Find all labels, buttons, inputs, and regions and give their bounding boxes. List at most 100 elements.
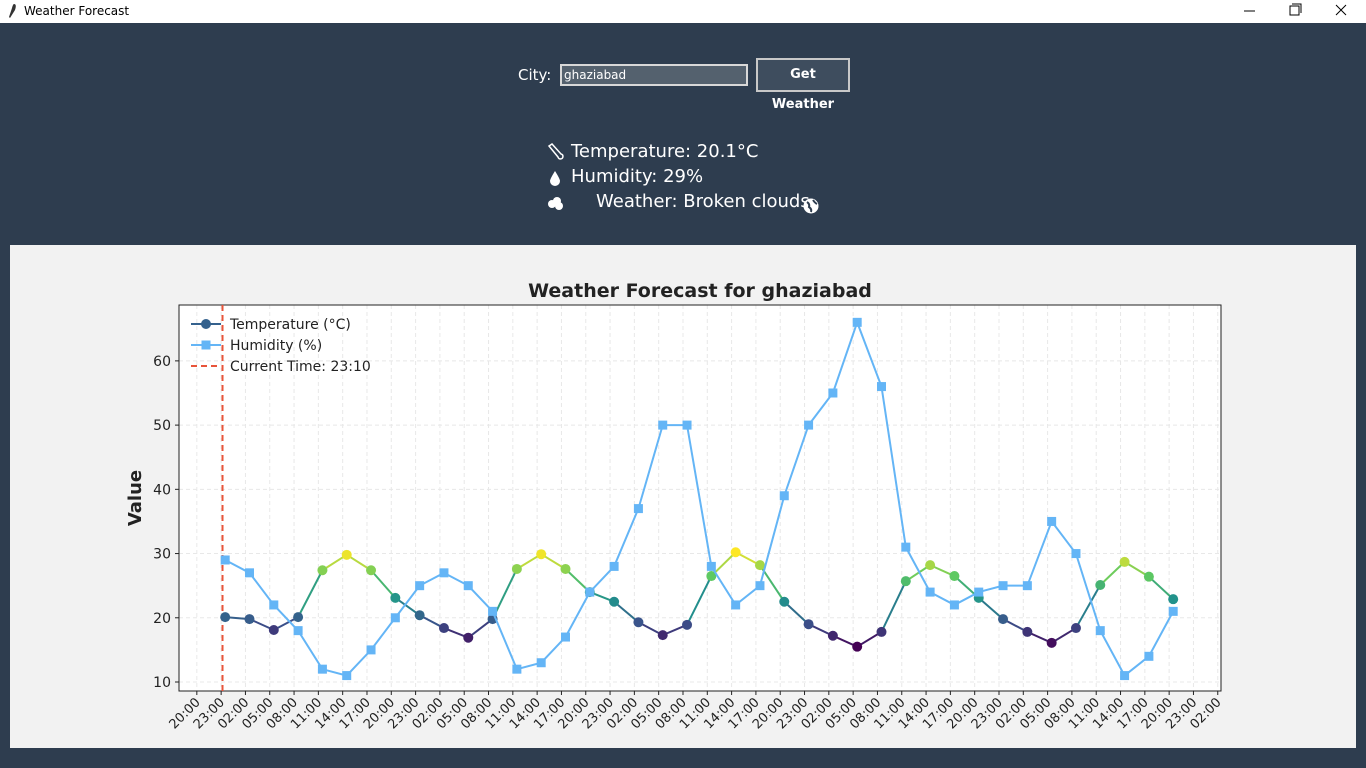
temperature-point: [414, 610, 425, 621]
temperature-point: [317, 565, 328, 576]
humidity-point: [512, 664, 522, 674]
humidity-line: [224, 319, 1175, 678]
humidity-point: [1144, 651, 1154, 661]
temperature-point: [949, 571, 960, 582]
temperature-point: [390, 592, 401, 603]
humidity-point: [220, 555, 230, 565]
line-segment: [1075, 584, 1102, 629]
temperature-point: [1046, 637, 1057, 648]
humidity-point: [536, 658, 546, 668]
humidity-point: [415, 581, 425, 591]
close[interactable]: [1335, 4, 1347, 16]
humidity-point: [706, 561, 716, 571]
line-segment: [297, 569, 324, 618]
line-segment: [1148, 575, 1174, 600]
temperature-point: [876, 626, 887, 637]
line-segment: [467, 618, 494, 639]
temperature-point: [463, 632, 474, 643]
humidity-point: [269, 600, 279, 610]
info-icons: [547, 143, 564, 210]
humidity-point: [585, 587, 595, 597]
window-controls: [1244, 3, 1347, 16]
humidity-point: [390, 613, 400, 623]
temperature-point: [268, 624, 279, 635]
humidity-point: [901, 542, 911, 552]
humidity-point: [366, 645, 376, 655]
chart-title: Weather Forecast for ghaziabad: [528, 280, 872, 302]
humidity-point: [244, 568, 254, 578]
temperature-point: [730, 547, 741, 558]
chart: 20:0023:0002:0005:0008:0011:0014:0017:00…: [10, 245, 1356, 748]
temperature-point: [706, 571, 717, 582]
globe-icon: [803, 198, 819, 214]
temperature-point: [852, 641, 863, 652]
y-tick-label: 40: [153, 482, 171, 498]
legend-marker: [201, 319, 211, 329]
temperature-text: Temperature: 20.1°C: [571, 141, 759, 162]
line-segment: [1099, 561, 1126, 586]
temperature-point: [341, 549, 352, 560]
temperature-point: [803, 619, 814, 630]
temperature-point: [244, 614, 255, 625]
line-segment: [783, 600, 810, 625]
humidity-point: [755, 581, 765, 591]
legend-label: Humidity (%): [230, 338, 322, 354]
humidity-point: [852, 317, 862, 327]
temperature-point: [366, 565, 377, 576]
humidity-point: [731, 600, 741, 610]
weather-text: Weather: Broken clouds: [596, 191, 810, 212]
humidity-point: [609, 561, 619, 571]
temperature-point: [609, 596, 620, 607]
humidity-point: [488, 606, 498, 616]
humidity-point: [1022, 581, 1032, 591]
humidity-point: [293, 626, 303, 636]
y-tick-label: 60: [153, 354, 171, 370]
title-bar: Weather Forecast: [0, 0, 1366, 23]
humidity-point: [974, 587, 984, 597]
humidity-point: [779, 491, 789, 501]
temperature-point: [754, 560, 765, 571]
humidity-text: Humidity: 29%: [571, 166, 704, 187]
city-input[interactable]: ghaziabad: [560, 64, 748, 86]
y-tick-label: 50: [153, 418, 171, 434]
temperature-point: [1168, 594, 1179, 605]
humidity-point: [342, 671, 352, 681]
legend-marker: [201, 340, 211, 350]
y-tick-label: 20: [153, 611, 171, 627]
humidity-point: [1095, 626, 1105, 636]
restore[interactable]: [1289, 5, 1300, 16]
temperature-point: [998, 614, 1009, 625]
temperature-point: [827, 630, 838, 641]
city-label: City:: [518, 66, 552, 84]
y-axis-label: Value: [125, 470, 146, 526]
legend-label: Temperature (°C): [229, 317, 351, 333]
humidity-point: [925, 587, 935, 597]
humidity-point: [1047, 516, 1057, 526]
line-segment: [978, 597, 1004, 620]
plot: 20:0023:0002:0005:0008:0011:0014:0017:00…: [125, 280, 1225, 748]
humidity-point: [560, 632, 570, 642]
humidity-point: [439, 568, 449, 578]
y-tick-label: 30: [153, 547, 171, 563]
humidity-point: [804, 420, 814, 430]
humidity-point: [876, 382, 886, 392]
temperature-point: [925, 560, 936, 571]
humidity-point: [1071, 549, 1081, 559]
get-weather-button[interactable]: Get Weather: [756, 58, 850, 112]
line-segment: [880, 580, 907, 633]
axes-frame: [178, 304, 1222, 692]
temperature-point: [220, 612, 231, 623]
humidity-point: [1168, 606, 1178, 616]
temperature-point: [536, 549, 547, 560]
line-segment: [686, 575, 713, 626]
temperature-point: [438, 623, 449, 634]
line-segment: [370, 569, 397, 599]
humidity-point: [828, 388, 838, 398]
humidity-point: [682, 420, 692, 430]
app-icon: [9, 4, 16, 18]
temperature-point: [900, 576, 911, 587]
humidity-point: [317, 664, 327, 674]
line-segment: [613, 600, 640, 624]
humidity-point: [998, 581, 1008, 591]
